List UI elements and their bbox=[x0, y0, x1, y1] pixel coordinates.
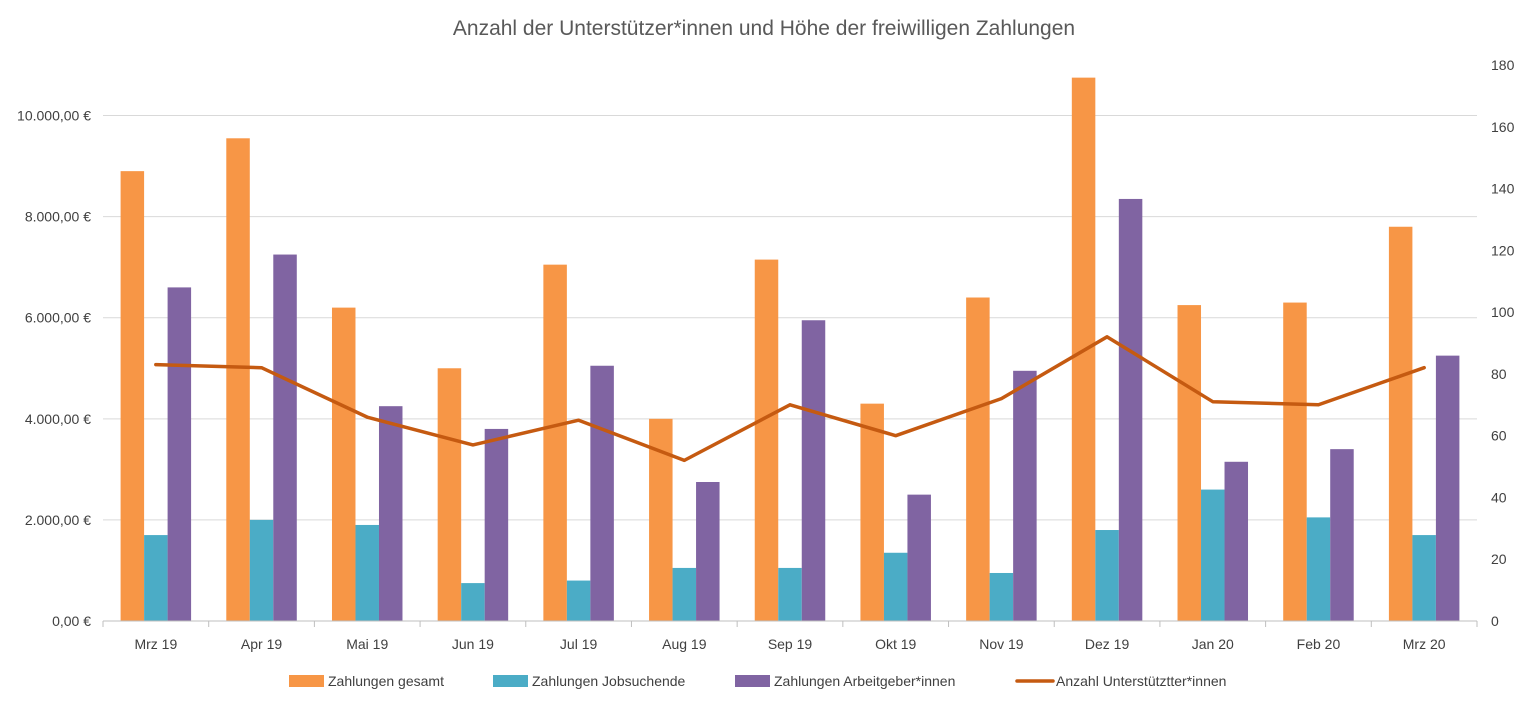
bar bbox=[860, 403, 884, 621]
bar bbox=[120, 171, 145, 622]
legend-label: Zahlungen Jobsuchende bbox=[532, 673, 686, 689]
bar bbox=[355, 524, 379, 621]
line-point bbox=[260, 366, 264, 370]
line-point bbox=[788, 403, 792, 407]
bar bbox=[1306, 517, 1331, 621]
bar bbox=[696, 482, 720, 621]
legend: Zahlungen gesamt Zahlungen Jobsuchende Zah… bbox=[289, 673, 1226, 689]
chart-title: Anzahl der Unterstützer*innen und Höhe d… bbox=[453, 17, 1075, 40]
x-tick-label: Jun 19 bbox=[452, 636, 494, 652]
x-tick-label: Mai 19 bbox=[346, 636, 388, 652]
bar bbox=[226, 138, 250, 622]
right-tick-label: 0 bbox=[1491, 613, 1499, 629]
left-y-axis: 0,00 € 2.000,00 € 4.000,00 € 6.000,00 € 8.00… bbox=[17, 108, 91, 629]
line-point bbox=[1211, 400, 1215, 404]
bar bbox=[167, 287, 192, 621]
bar bbox=[461, 583, 485, 621]
x-axis: Mrz 19 Apr 19 Mai 19 Jun 19 Jul 19 Aug 19 Sep … bbox=[102, 620, 1478, 652]
right-tick-label: 40 bbox=[1491, 489, 1507, 505]
right-tick-label: 20 bbox=[1491, 551, 1507, 567]
bar bbox=[1412, 535, 1436, 621]
right-y-axis: 0 20 40 60 80 100 120 140 160 180 bbox=[1491, 57, 1515, 629]
line-point bbox=[1316, 403, 1320, 407]
line-point bbox=[1422, 366, 1426, 370]
bar bbox=[144, 535, 168, 621]
line-point bbox=[894, 434, 898, 438]
right-tick-label: 180 bbox=[1491, 57, 1515, 73]
bar bbox=[989, 572, 1014, 621]
bar bbox=[1283, 302, 1307, 621]
line-series bbox=[154, 335, 1426, 463]
bar bbox=[1201, 489, 1225, 621]
bar bbox=[543, 264, 567, 621]
x-tick-label: Mrz 19 bbox=[134, 636, 177, 652]
bar bbox=[484, 428, 509, 621]
line-point bbox=[682, 458, 686, 462]
bar bbox=[378, 406, 403, 621]
bar bbox=[273, 254, 297, 621]
x-tick-label: Jan 20 bbox=[1192, 636, 1234, 652]
left-tick-label: 4.000,00 € bbox=[25, 411, 91, 427]
legend-swatch bbox=[493, 675, 528, 687]
bar bbox=[437, 368, 462, 621]
bar bbox=[754, 259, 779, 621]
x-tick-label: Dez 19 bbox=[1085, 636, 1130, 652]
bar bbox=[1013, 370, 1037, 621]
bar-series bbox=[120, 77, 1460, 622]
left-tick-label: 10.000,00 € bbox=[17, 108, 91, 124]
right-tick-label: 60 bbox=[1491, 428, 1507, 444]
right-tick-label: 100 bbox=[1491, 304, 1515, 320]
left-tick-label: 8.000,00 € bbox=[25, 209, 91, 225]
bar bbox=[590, 365, 614, 621]
bar bbox=[966, 297, 990, 621]
line-point bbox=[154, 363, 158, 367]
legend-swatch bbox=[735, 675, 770, 687]
x-tick-label: Aug 19 bbox=[662, 636, 707, 652]
line-point bbox=[1105, 335, 1109, 339]
right-tick-label: 80 bbox=[1491, 366, 1507, 382]
bar bbox=[1388, 226, 1413, 621]
bar bbox=[1435, 355, 1460, 621]
x-tick-label: Feb 20 bbox=[1297, 636, 1341, 652]
x-tick-label: Apr 19 bbox=[241, 636, 282, 652]
x-tick-label: Nov 19 bbox=[979, 636, 1024, 652]
bar bbox=[778, 567, 802, 621]
bar bbox=[801, 320, 826, 621]
bar bbox=[1330, 449, 1354, 621]
line-point bbox=[999, 397, 1003, 401]
bar bbox=[907, 494, 931, 621]
bar bbox=[1177, 305, 1202, 621]
right-tick-label: 140 bbox=[1491, 181, 1515, 197]
x-tick-label: Sep 19 bbox=[768, 636, 813, 652]
bar bbox=[331, 307, 356, 621]
right-tick-label: 160 bbox=[1491, 119, 1515, 135]
left-tick-label: 0,00 € bbox=[52, 613, 91, 629]
line-point bbox=[365, 415, 369, 419]
bar bbox=[1224, 461, 1249, 621]
bar bbox=[1095, 530, 1119, 621]
legend-label: Zahlungen Arbeitgeber*innen bbox=[774, 673, 955, 689]
left-tick-label: 2.000,00 € bbox=[25, 512, 91, 528]
legend-label: Anzahl Unterstütztter*innen bbox=[1056, 673, 1226, 689]
x-tick-label: Mrz 20 bbox=[1403, 636, 1446, 652]
left-tick-label: 6.000,00 € bbox=[25, 310, 91, 326]
line-point bbox=[577, 418, 581, 422]
x-tick-label: Jul 19 bbox=[560, 636, 598, 652]
bar bbox=[566, 580, 591, 621]
bar bbox=[649, 418, 673, 621]
bar bbox=[1118, 198, 1143, 622]
x-tick-label: Okt 19 bbox=[875, 636, 916, 652]
line-point bbox=[471, 443, 475, 447]
bar bbox=[249, 519, 274, 621]
legend-swatch bbox=[289, 675, 324, 687]
bar bbox=[672, 567, 697, 621]
legend-label: Zahlungen gesamt bbox=[328, 673, 444, 689]
right-tick-label: 120 bbox=[1491, 242, 1515, 258]
bar bbox=[883, 552, 908, 621]
gridlines bbox=[103, 115, 1477, 521]
